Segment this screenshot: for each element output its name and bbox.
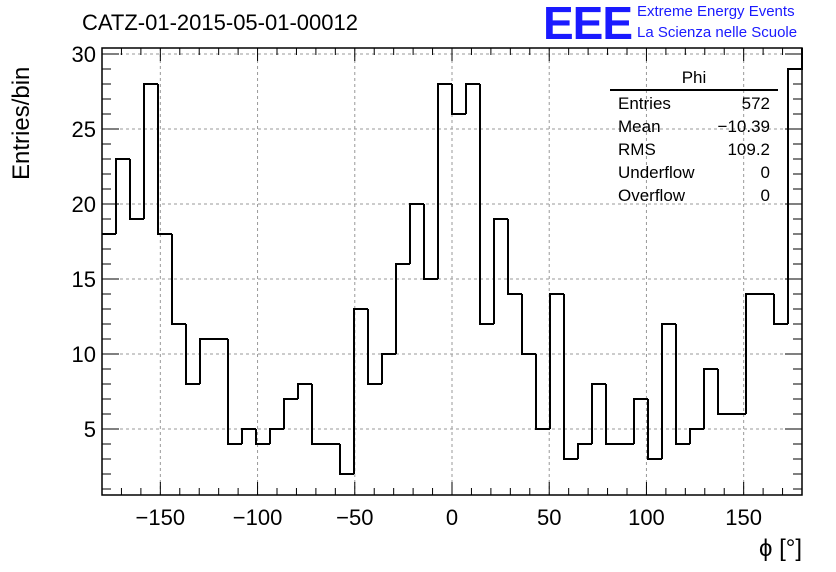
histogram-bin bbox=[787, 48, 803, 324]
y-tick-label: 25 bbox=[72, 117, 96, 142]
histogram-bin bbox=[647, 399, 662, 460]
histogram-bin bbox=[129, 159, 144, 220]
stats-row: Overflow 0 bbox=[610, 184, 778, 207]
histogram-bin bbox=[255, 429, 270, 445]
stats-label: Overflow bbox=[618, 186, 686, 205]
histogram-bin bbox=[199, 338, 214, 384]
histogram-bin bbox=[171, 234, 186, 325]
histogram-bin bbox=[675, 324, 690, 445]
histogram-bin bbox=[577, 443, 592, 459]
histogram-bin bbox=[115, 158, 130, 234]
stats-value: 0 bbox=[760, 186, 770, 205]
logo-line-1: Extreme Energy Events bbox=[637, 3, 795, 20]
x-tick-label: 0 bbox=[446, 505, 458, 530]
x-tick-label: −100 bbox=[233, 505, 283, 530]
chart-title: CATZ-01-2015-05-01-00012 bbox=[82, 10, 358, 35]
histogram-bin bbox=[437, 83, 452, 279]
histogram-bin bbox=[227, 339, 242, 445]
histogram-bin bbox=[381, 353, 396, 384]
y-tick-label: 20 bbox=[72, 192, 96, 217]
histogram-bin bbox=[633, 398, 648, 444]
histogram-bin bbox=[423, 204, 438, 280]
x-tick-label: −50 bbox=[336, 505, 373, 530]
stats-value: 109.2 bbox=[727, 140, 770, 159]
stats-row: Entries 572 bbox=[610, 92, 778, 115]
histogram-bin bbox=[507, 219, 522, 295]
stats-box: Phi Entries 572 Mean −10.39 RMS 109.2 Underflo… bbox=[610, 68, 778, 207]
x-tick-label: 150 bbox=[725, 505, 762, 530]
x-tick-label: 100 bbox=[628, 505, 665, 530]
y-tick-label: 10 bbox=[72, 342, 96, 367]
stats-value: 0 bbox=[760, 163, 770, 182]
histogram-bin bbox=[185, 324, 200, 385]
eee-logo: EEE bbox=[543, 0, 633, 49]
x-tick-label: −150 bbox=[136, 505, 186, 530]
histogram-bin bbox=[563, 294, 578, 460]
stats-row: RMS 109.2 bbox=[610, 138, 778, 161]
histogram-bin bbox=[745, 293, 760, 414]
stats-row: Underflow 0 bbox=[610, 161, 778, 184]
stats-row: Mean −10.39 bbox=[610, 115, 778, 138]
histogram-bin bbox=[549, 293, 564, 429]
histogram-bin bbox=[493, 218, 508, 324]
histogram-bin bbox=[283, 398, 298, 429]
histogram-bin bbox=[157, 84, 172, 235]
histogram-bin bbox=[143, 83, 158, 219]
stats-value: 572 bbox=[741, 94, 770, 113]
histogram-bin bbox=[409, 203, 424, 264]
stats-title: Phi bbox=[610, 68, 778, 91]
histogram-bin bbox=[717, 369, 732, 415]
histogram-bin bbox=[535, 354, 550, 430]
histogram-bin bbox=[689, 428, 704, 444]
stats-label: Underflow bbox=[618, 163, 695, 182]
histogram-bin bbox=[521, 294, 536, 355]
histogram-bin bbox=[451, 84, 466, 115]
histogram-bin bbox=[353, 308, 368, 474]
y-tick-label: 15 bbox=[72, 267, 96, 292]
histogram-bin bbox=[703, 368, 718, 429]
histogram-bin bbox=[773, 294, 788, 325]
x-axis-label: ϕ [°] bbox=[758, 535, 802, 562]
histogram-bin bbox=[367, 309, 382, 385]
histogram-bin bbox=[605, 384, 620, 445]
histogram-bin bbox=[591, 383, 606, 444]
histogram-bin bbox=[297, 383, 312, 399]
histogram-bin bbox=[395, 263, 410, 354]
y-tick-label: 30 bbox=[72, 42, 96, 67]
stats-label: Entries bbox=[618, 94, 671, 113]
histogram-bin bbox=[661, 323, 676, 459]
histogram-bin bbox=[465, 83, 480, 114]
logo-line-2: La Scienza nelle Scuole bbox=[637, 24, 798, 41]
histogram-bin bbox=[241, 428, 256, 444]
stats-value: −10.39 bbox=[717, 117, 770, 136]
y-tick-label: 5 bbox=[84, 417, 96, 442]
histogram-bin bbox=[339, 444, 354, 475]
x-tick-label: 50 bbox=[537, 505, 561, 530]
histogram-bin bbox=[479, 84, 494, 325]
stats-label: RMS bbox=[618, 140, 656, 159]
histogram-bin bbox=[269, 428, 284, 444]
stats-label: Mean bbox=[618, 117, 661, 136]
histogram-bin bbox=[311, 384, 326, 445]
